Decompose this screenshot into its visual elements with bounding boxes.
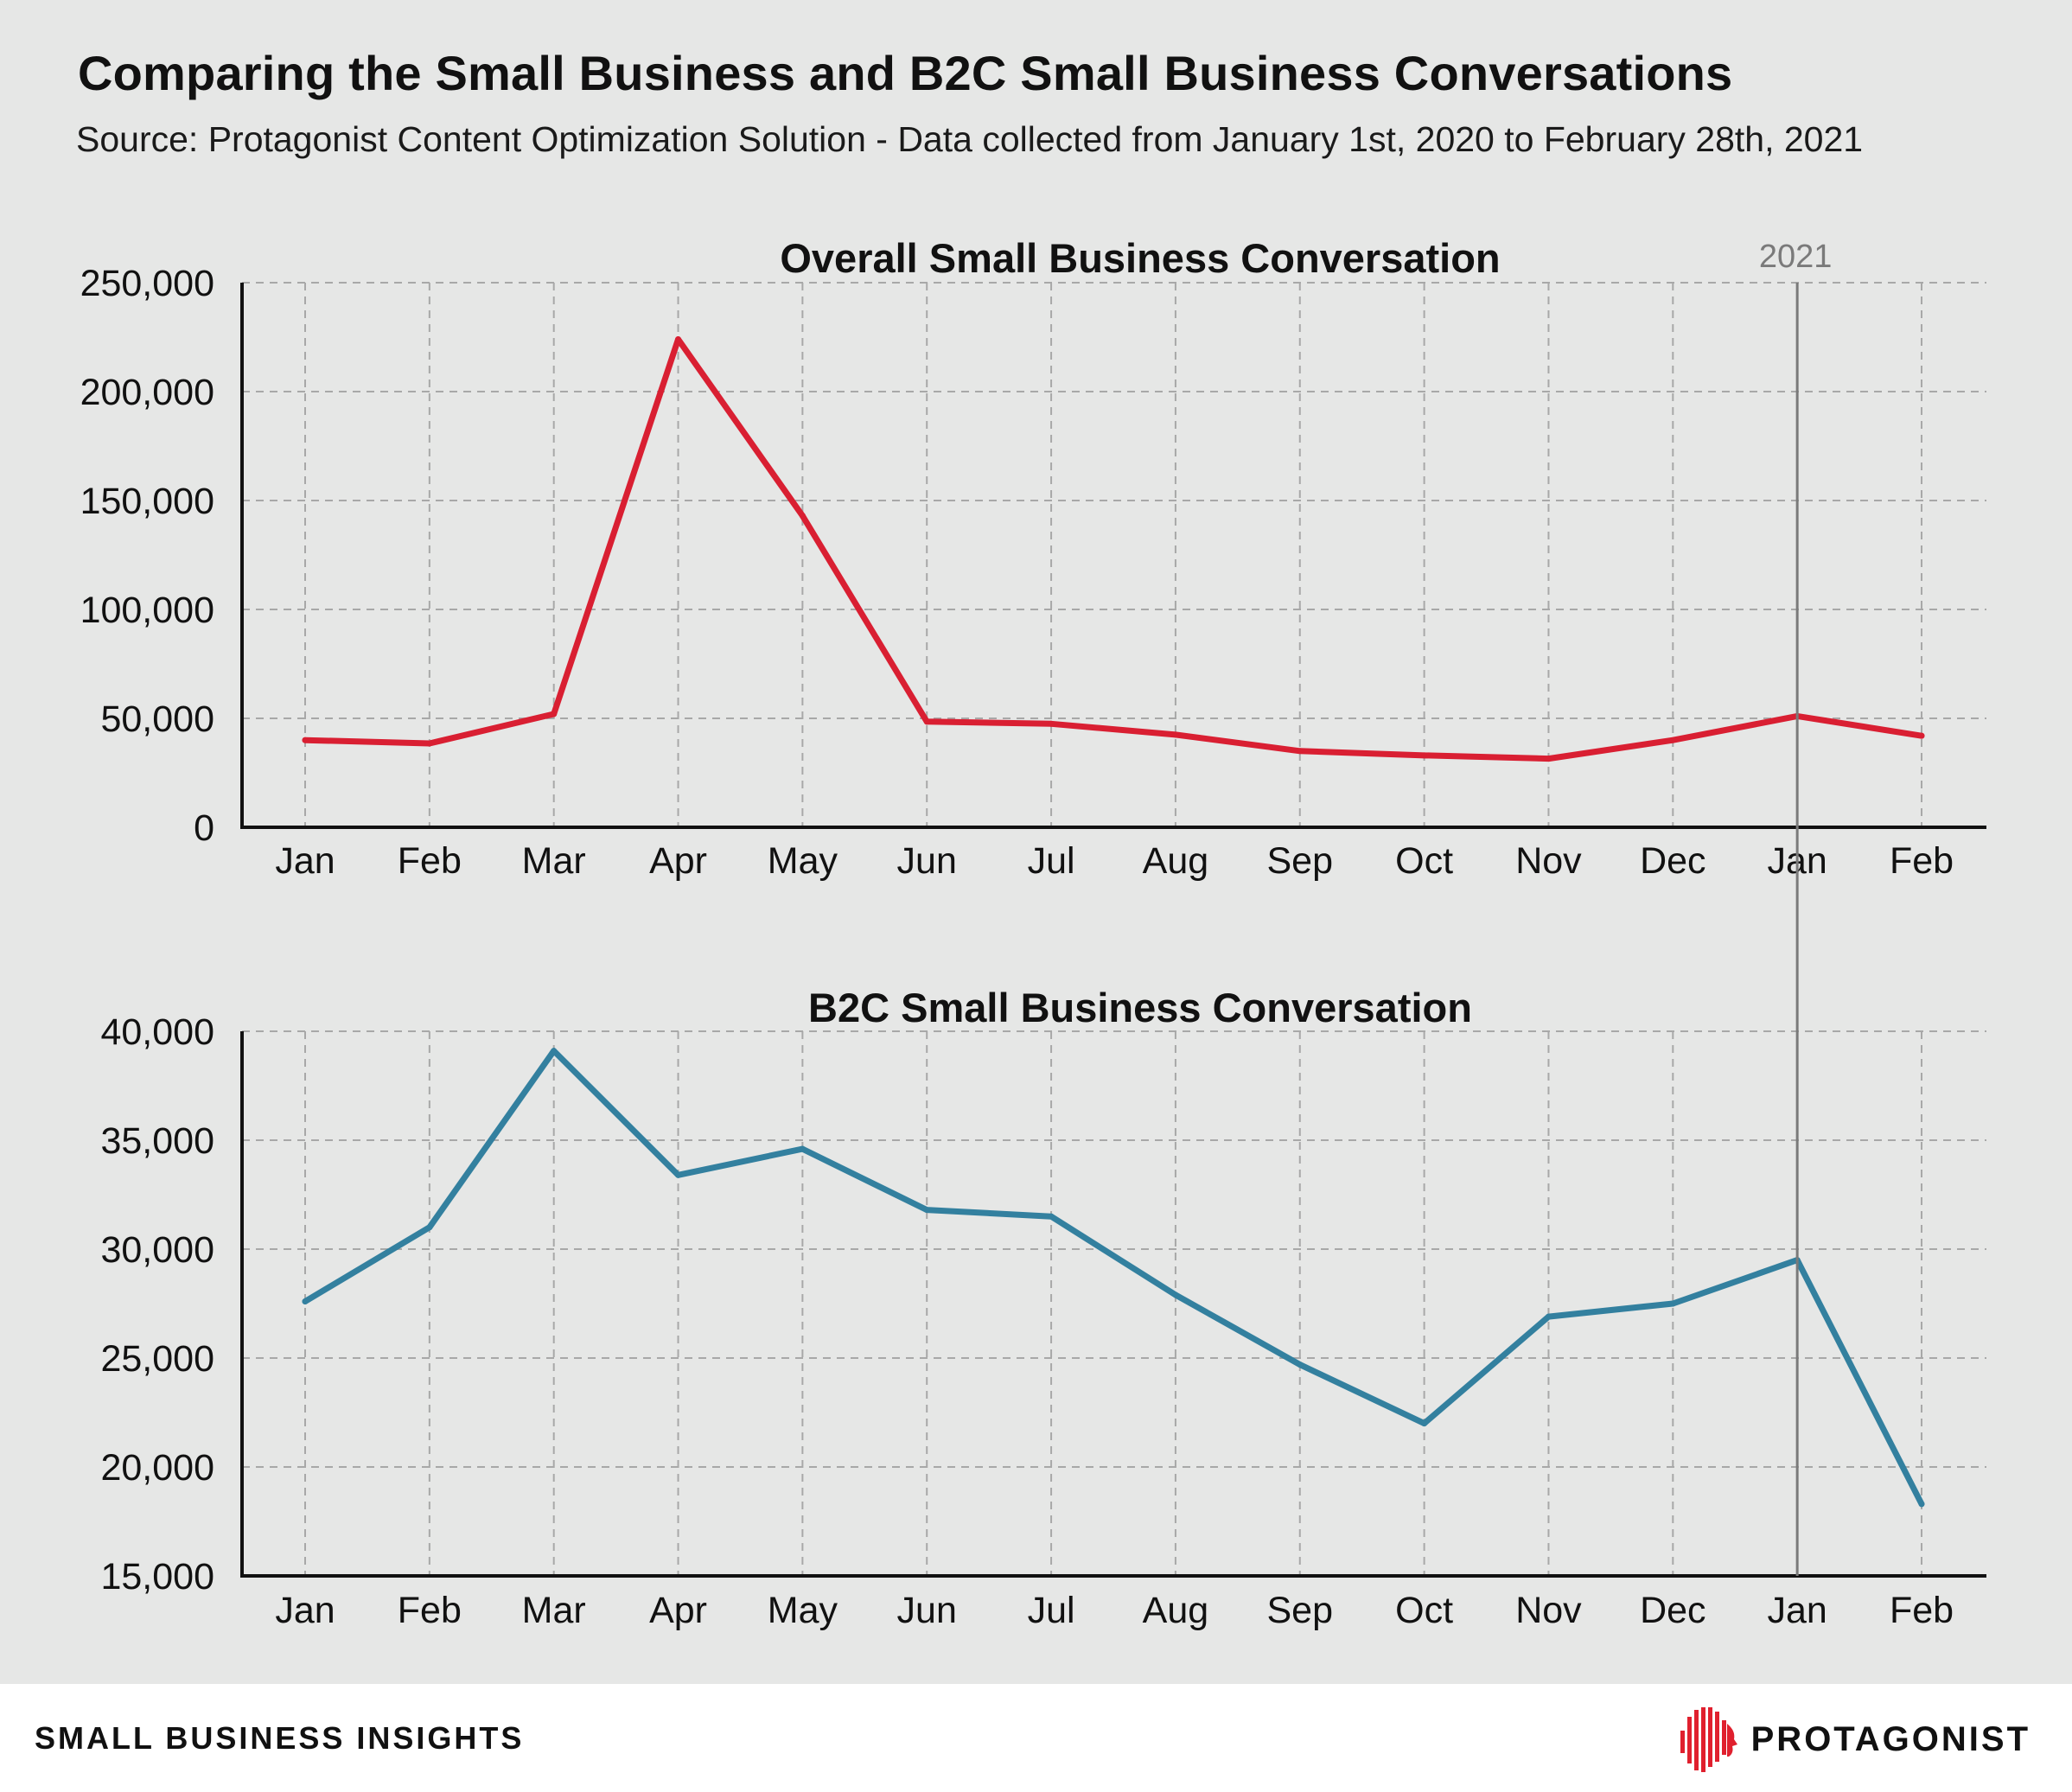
page-title: Comparing the Small Business and B2C Sma…: [78, 46, 1733, 100]
year-marker: 2021: [1759, 239, 1833, 1576]
y-tick-label: 25,000: [100, 1338, 214, 1380]
y-tick-label: 250,000: [80, 263, 214, 304]
x-tick-label: May: [768, 1590, 838, 1631]
data-point: [1669, 737, 1676, 743]
logo-stripe: [1714, 1712, 1719, 1762]
data-point: [923, 1207, 930, 1214]
x-tick-label: Dec: [1640, 1590, 1705, 1631]
data-point: [799, 1145, 806, 1152]
x-tick-label: Mar: [522, 1590, 586, 1631]
y-tick-label: 20,000: [100, 1447, 214, 1489]
x-tick-label: May: [768, 840, 838, 882]
data-point: [551, 1048, 558, 1055]
data-point: [675, 1171, 682, 1178]
data-point: [1545, 756, 1552, 762]
data-point: [799, 513, 806, 520]
x-tick-label: Jul: [1028, 1590, 1075, 1631]
y-tick-label: 100,000: [80, 590, 214, 631]
data-point: [1048, 1213, 1055, 1220]
x-tick-label: Jan: [275, 1590, 335, 1631]
x-tick-label: Mar: [522, 840, 586, 882]
y-tick-label: 40,000: [100, 1011, 214, 1053]
x-tick-label: Aug: [1143, 840, 1209, 882]
data-point: [1918, 732, 1925, 739]
x-tick-label: Apr: [649, 1590, 707, 1631]
data-point: [1297, 748, 1304, 755]
x-tick-label: Jan: [275, 840, 335, 882]
x-tick-label: Oct: [1395, 1590, 1453, 1631]
data-point: [1421, 752, 1428, 759]
y-tick-label: 200,000: [80, 372, 214, 413]
y-tick-label: 50,000: [100, 698, 214, 740]
series-line: [302, 1048, 1925, 1508]
page-subtitle: Source: Protagonist Content Optimization…: [76, 119, 1864, 159]
x-tick-label: Oct: [1395, 840, 1453, 882]
logo-profile: [1726, 1724, 1737, 1757]
data-point: [1918, 1501, 1925, 1508]
footer-series-label: SMALL BUSINESS INSIGHTS: [35, 1720, 525, 1756]
y-tick-label: 30,000: [100, 1229, 214, 1271]
x-tick-label: Sep: [1267, 1590, 1334, 1631]
overall-conversation-chart: Overall Small Business Conversation 0 50,0…: [80, 235, 1986, 882]
x-tick-label: Feb: [1890, 1590, 1954, 1631]
data-point: [1297, 1362, 1304, 1368]
x-tick-label: Feb: [398, 840, 462, 882]
x-tick-label: Apr: [649, 840, 707, 882]
chart-title: Overall Small Business Conversation: [780, 235, 1500, 281]
logo-stripe: [1686, 1717, 1692, 1763]
footer-bar: SMALL BUSINESS INSIGHTS PROTAGONIST: [0, 1684, 2072, 1792]
x-tick-label: Dec: [1640, 840, 1705, 882]
data-point: [1172, 731, 1179, 738]
data-point: [426, 1224, 433, 1231]
x-tick-label: Nov: [1515, 1590, 1582, 1631]
data-point: [1669, 1300, 1676, 1307]
data-point: [1048, 720, 1055, 727]
y-tick-label: 35,000: [100, 1120, 214, 1162]
data-point: [923, 718, 930, 725]
data-point: [302, 1298, 309, 1304]
x-tick-label: Sep: [1267, 840, 1334, 882]
data-point: [551, 711, 558, 717]
brand-name: PROTAGONIST: [1750, 1719, 2031, 1758]
logo-stripe: [1693, 1710, 1699, 1770]
x-tick-label: Jul: [1028, 840, 1075, 882]
y-tick-label: 150,000: [80, 481, 214, 522]
logo-stripe: [1707, 1707, 1712, 1767]
x-tick-label: Nov: [1515, 840, 1582, 882]
x-tick-label: Feb: [1890, 840, 1954, 882]
x-tick-label: Jun: [897, 1590, 957, 1631]
chart-title: B2C Small Business Conversation: [808, 985, 1472, 1030]
logo-stripe: [1700, 1707, 1705, 1772]
y-tick-label: 15,000: [100, 1556, 214, 1597]
x-tick-label: Feb: [398, 1590, 462, 1631]
series-line: [302, 336, 1925, 762]
data-point: [302, 737, 309, 743]
data-point: [675, 336, 682, 343]
logo-stripe: [1721, 1720, 1726, 1755]
data-point: [1545, 1313, 1552, 1320]
b2c-conversation-chart: B2C Small Business Conversation 15,000 20,…: [100, 985, 1986, 1631]
x-tick-label: Aug: [1143, 1590, 1209, 1631]
logo-stripe: [1680, 1731, 1685, 1753]
x-tick-label: Jan: [1767, 1590, 1827, 1631]
data-point: [1421, 1420, 1428, 1427]
y-tick-label: 0: [194, 807, 214, 849]
data-point: [1172, 1291, 1179, 1298]
charts-canvas: Overall Small Business Conversation 0 50,0…: [80, 235, 1986, 1631]
brand-logo[interactable]: PROTAGONIST: [1677, 1705, 2031, 1774]
data-point: [426, 740, 433, 747]
year-marker-label: 2021: [1759, 239, 1833, 275]
protagonist-head-logo-icon: [1680, 1707, 1737, 1772]
x-tick-label: Jun: [897, 840, 957, 882]
